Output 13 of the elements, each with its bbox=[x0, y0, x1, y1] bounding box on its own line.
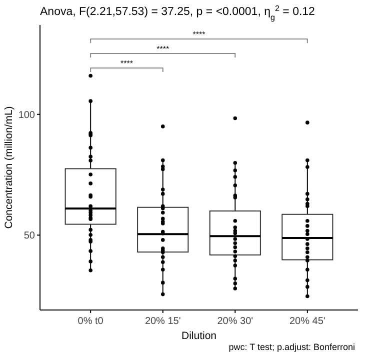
x-axis-title: Dilution bbox=[181, 330, 217, 342]
x-tick-label: 20% 45' bbox=[289, 316, 326, 327]
annotation: **** bbox=[156, 44, 170, 54]
y-tick-label: 100 bbox=[18, 110, 36, 121]
x-tick-label: 20% 15' bbox=[144, 316, 181, 327]
text: pwc: T test; p.adjust: Bonferroni bbox=[228, 342, 355, 352]
annotation: **** bbox=[120, 59, 133, 68]
y-tick-label: 50 bbox=[24, 230, 36, 242]
annotation: **** bbox=[192, 30, 206, 39]
y-axis-title: Concentration (million/mL) bbox=[3, 106, 15, 229]
x-tick-label: 20% 30' bbox=[217, 316, 254, 327]
chart-title: Anova, F(2.21,57.53) = 37.25, p = <0.0001, η$_{g}$$^{2}$ = 0.12 bbox=[40, 4, 315, 22]
x-tick-label: 0% t0 bbox=[78, 316, 104, 327]
